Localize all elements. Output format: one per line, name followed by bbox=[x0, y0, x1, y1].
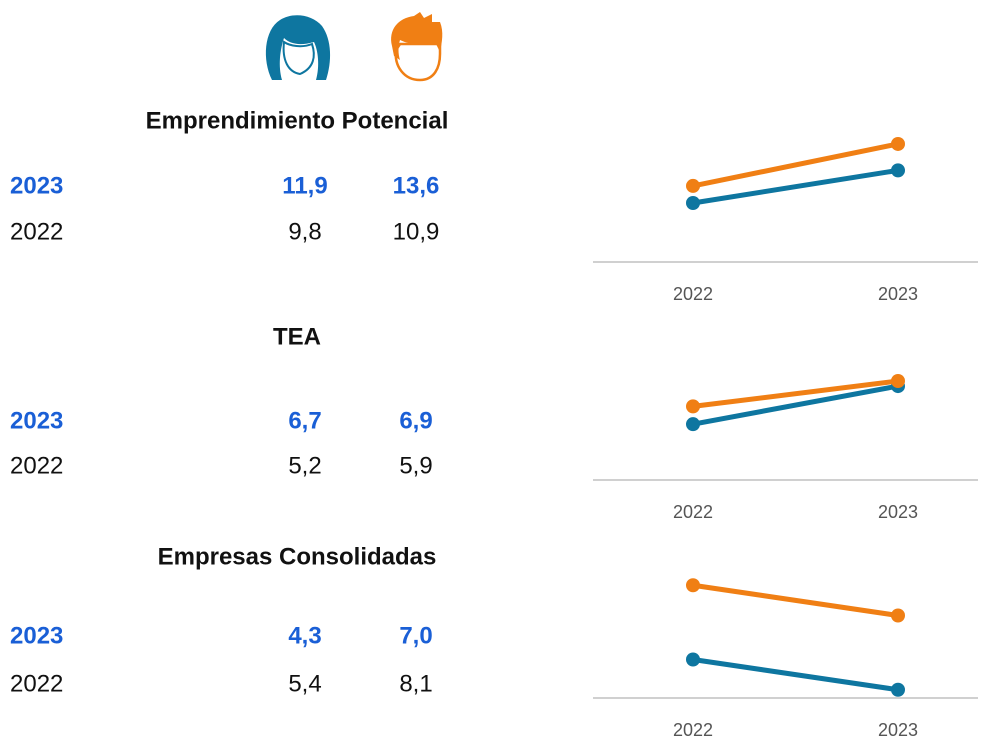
x-tick-label: 2022 bbox=[673, 720, 713, 739]
row-year: 2023 bbox=[10, 407, 63, 434]
x-tick-label: 2023 bbox=[878, 720, 918, 739]
row-year: 2023 bbox=[10, 172, 63, 199]
point bbox=[686, 399, 700, 414]
point bbox=[686, 178, 700, 193]
series-line bbox=[692, 167, 899, 206]
x-tick-label: 2022 bbox=[673, 284, 713, 304]
section-title: Emprendimiento Potencial bbox=[146, 107, 449, 134]
point bbox=[686, 417, 700, 432]
x-tick-label: 2023 bbox=[878, 284, 918, 304]
value-cell: 10,9 bbox=[393, 218, 440, 245]
value-cell: 5,9 bbox=[399, 452, 432, 479]
point bbox=[686, 578, 700, 593]
value-cell: 7,0 bbox=[399, 622, 432, 649]
value-cell: 6,7 bbox=[288, 407, 321, 434]
value-cell: 13,6 bbox=[393, 172, 440, 199]
x-tick-label: 2023 bbox=[878, 502, 918, 522]
woman-icon bbox=[265, 15, 331, 81]
value-cell: 5,4 bbox=[288, 670, 321, 697]
section-title: TEA bbox=[273, 323, 321, 350]
series-line bbox=[692, 383, 899, 427]
series-line bbox=[692, 657, 899, 693]
point bbox=[891, 608, 905, 623]
value-cell: 8,1 bbox=[399, 670, 432, 697]
point bbox=[686, 652, 700, 667]
row-year: 2022 bbox=[10, 670, 63, 697]
point bbox=[891, 136, 905, 151]
series-line bbox=[692, 141, 899, 189]
section-title: Empresas Consolidadas bbox=[158, 543, 437, 570]
series-line bbox=[692, 378, 899, 409]
value-cell: 5,2 bbox=[288, 452, 321, 479]
point bbox=[891, 682, 905, 697]
value-cell: 11,9 bbox=[282, 172, 327, 199]
row-year: 2022 bbox=[10, 452, 63, 479]
row-year: 2022 bbox=[10, 218, 63, 245]
point bbox=[891, 163, 905, 178]
value-cell: 4,3 bbox=[288, 622, 321, 649]
row-year: 2023 bbox=[10, 622, 63, 649]
x-tick-label: 2022 bbox=[673, 502, 713, 522]
man-icon bbox=[391, 12, 443, 82]
value-cell: 6,9 bbox=[399, 407, 432, 434]
value-cell: 9,8 bbox=[288, 218, 321, 245]
series-line bbox=[692, 582, 899, 618]
point bbox=[686, 195, 700, 210]
point bbox=[891, 374, 905, 388]
